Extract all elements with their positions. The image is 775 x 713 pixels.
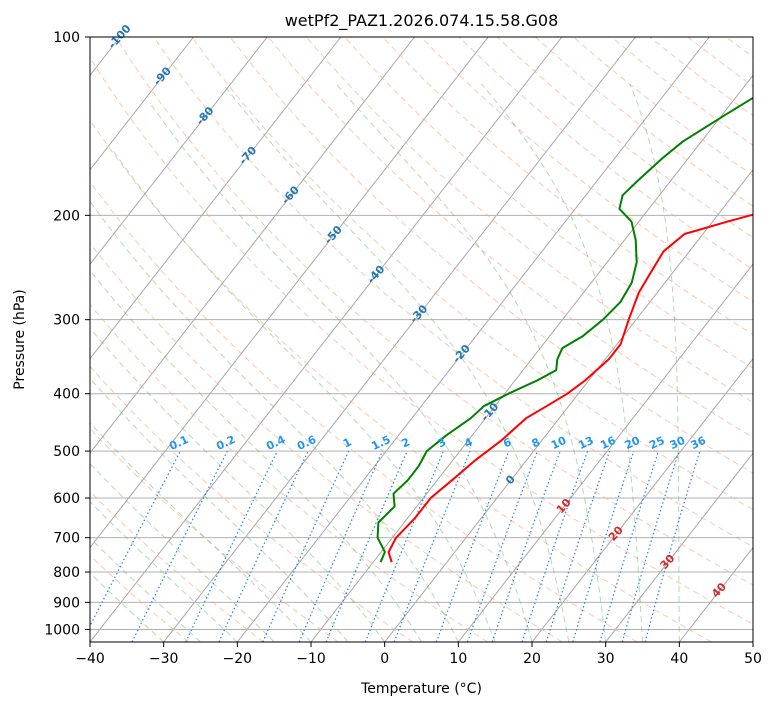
y-tick-label: 700 bbox=[53, 531, 80, 547]
y-tick-label: 900 bbox=[53, 595, 80, 611]
y-tick-label: 200 bbox=[53, 208, 80, 224]
y-axis-label: Pressure (hPa) bbox=[12, 289, 28, 389]
x-tick-label: −40 bbox=[75, 651, 105, 667]
x-axis-label: Temperature (°C) bbox=[360, 681, 482, 697]
y-tick-label: 500 bbox=[53, 444, 80, 460]
x-tick-label: 0 bbox=[380, 651, 389, 667]
y-tick-label: 800 bbox=[53, 565, 80, 581]
y-tick-label: 300 bbox=[53, 313, 80, 329]
x-tick-label: 10 bbox=[449, 651, 467, 667]
y-tick-label: 100 bbox=[53, 30, 80, 46]
x-tick-label: −20 bbox=[223, 651, 253, 667]
x-tick-label: 40 bbox=[670, 651, 688, 667]
x-tick-label: −10 bbox=[296, 651, 326, 667]
chart-title: wetPf2_PAZ1.2026.074.15.58.G08 bbox=[285, 11, 559, 31]
x-tick-label: 50 bbox=[744, 651, 762, 667]
x-tick-label: −30 bbox=[149, 651, 179, 667]
x-tick-label: 20 bbox=[523, 651, 541, 667]
x-tick-label: 30 bbox=[597, 651, 615, 667]
y-tick-label: 1000 bbox=[44, 622, 80, 638]
y-tick-label: 400 bbox=[53, 387, 80, 403]
y-tick-label: 600 bbox=[53, 491, 80, 507]
